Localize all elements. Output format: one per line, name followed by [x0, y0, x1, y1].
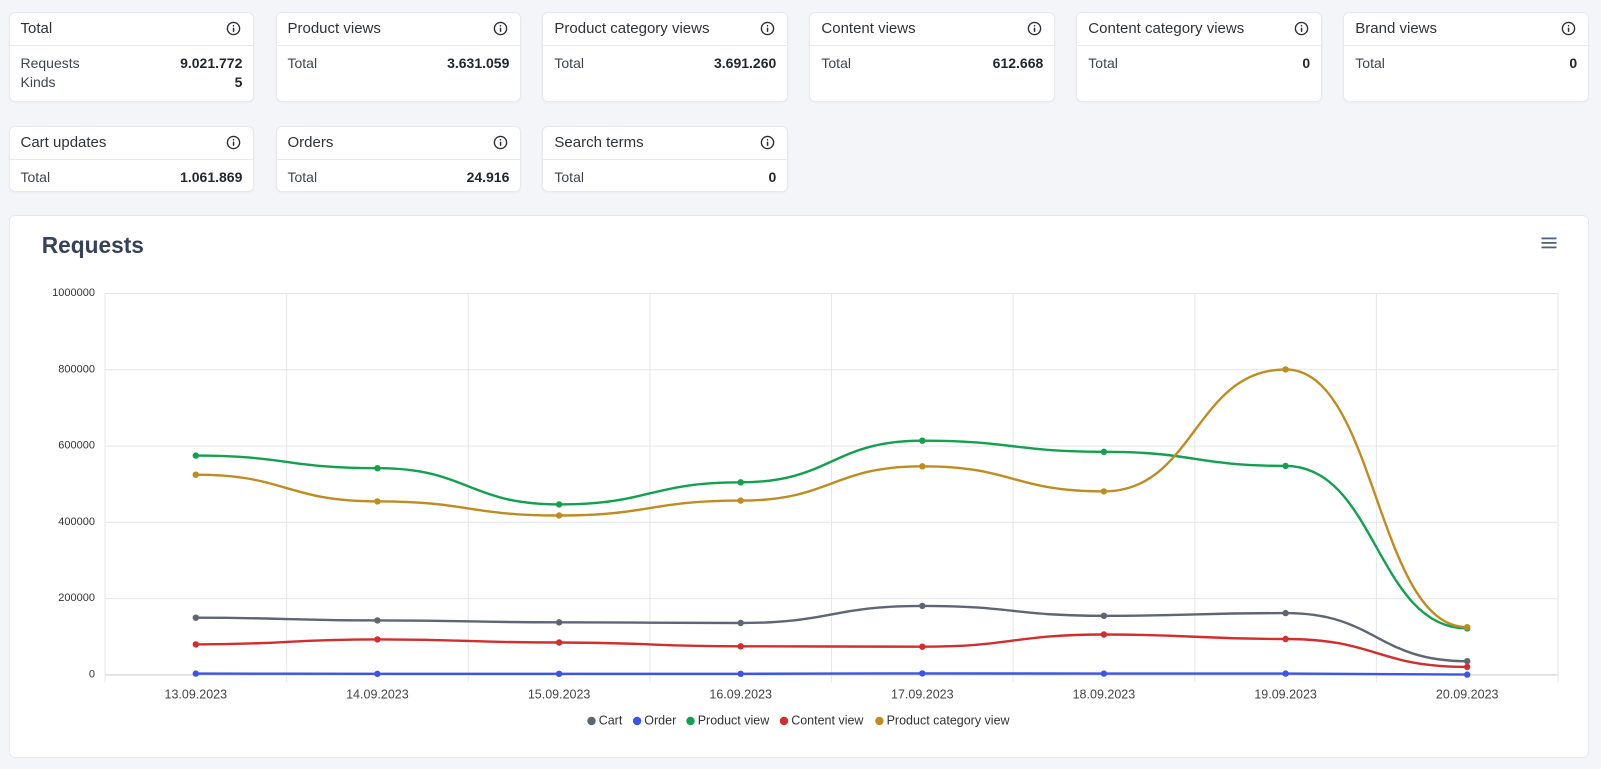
- svg-text:16.09.2023: 16.09.2023: [709, 687, 772, 701]
- svg-text:Content view: Content view: [791, 713, 864, 727]
- svg-text:800000: 800000: [58, 363, 95, 375]
- svg-text:14.09.2023: 14.09.2023: [346, 687, 409, 701]
- svg-text:Product category view: Product category view: [886, 713, 1010, 727]
- svg-text:17.09.2023: 17.09.2023: [891, 687, 954, 701]
- svg-text:18.09.2023: 18.09.2023: [1072, 687, 1135, 701]
- svg-text:0: 0: [88, 668, 94, 680]
- svg-text:600000: 600000: [58, 439, 95, 451]
- svg-text:Order: Order: [644, 713, 676, 727]
- svg-text:13.09.2023: 13.09.2023: [164, 687, 227, 701]
- svg-text:200000: 200000: [58, 592, 95, 604]
- svg-text:20.09.2023: 20.09.2023: [1435, 687, 1498, 701]
- svg-text:1000000: 1000000: [52, 287, 95, 299]
- svg-text:400000: 400000: [58, 515, 95, 527]
- svg-text:15.09.2023: 15.09.2023: [527, 687, 590, 701]
- svg-text:Product view: Product view: [697, 713, 770, 727]
- svg-text:Cart: Cart: [598, 713, 622, 727]
- svg-text:19.09.2023: 19.09.2023: [1254, 687, 1317, 701]
